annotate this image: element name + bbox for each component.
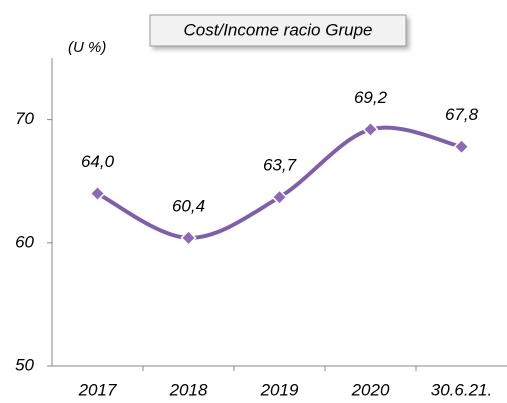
value-label: 63,7 — [263, 156, 297, 175]
line — [95, 125, 464, 240]
chart-title: Cost/Income racio Grupe — [184, 20, 373, 39]
x-tick-label: 2017 — [78, 380, 117, 399]
marker — [89, 185, 106, 202]
y-tick-label: 70 — [15, 109, 34, 128]
marker — [362, 121, 379, 138]
x-tick-label: 2018 — [169, 380, 208, 399]
y-tick-label: 60 — [15, 232, 34, 251]
value-label: 64,0 — [81, 152, 115, 171]
marker — [180, 229, 197, 246]
marker — [453, 138, 470, 155]
value-label: 67,8 — [445, 105, 479, 124]
value-label: 60,4 — [172, 196, 205, 215]
marker — [271, 189, 288, 206]
x-tick-label: 2020 — [351, 380, 390, 399]
title-box — [149, 14, 407, 47]
x-tick-label: 2019 — [260, 380, 299, 399]
y-axis-label: (U %) — [68, 39, 106, 56]
value-label: 69,2 — [354, 88, 388, 107]
x-tick-label: 30.6.21. — [431, 380, 492, 399]
y-tick-label: 50 — [15, 355, 34, 374]
